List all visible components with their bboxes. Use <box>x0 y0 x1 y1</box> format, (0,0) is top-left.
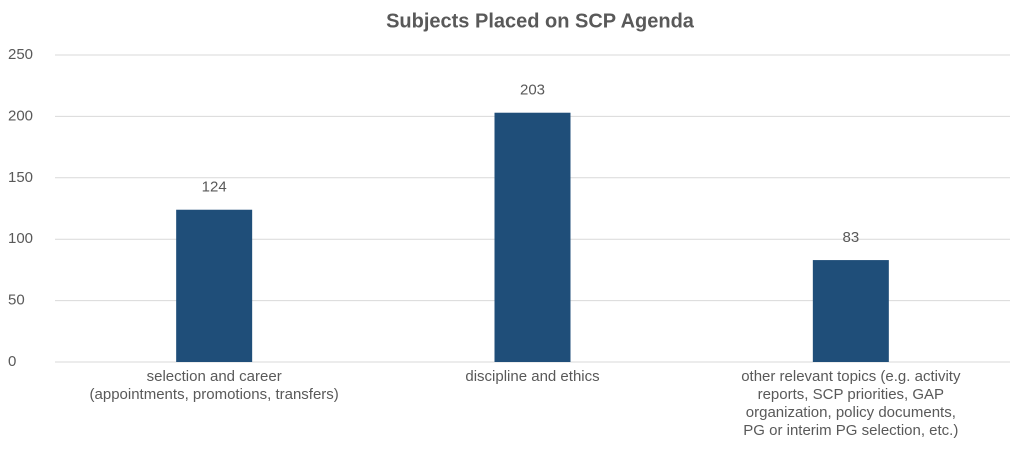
chart-title: Subjects Placed on SCP Agenda <box>386 10 695 32</box>
x-tick-label: other relevant topics (e.g. activity rep… <box>741 368 961 439</box>
data-label: 124 <box>202 179 227 196</box>
y-tick-label: 50 <box>8 292 25 309</box>
y-tick-label: 250 <box>8 46 33 63</box>
x-tick-label: discipline and ethics <box>465 368 600 385</box>
y-tick-label: 150 <box>8 169 33 186</box>
x-tick-label: selection and career (appointments, prom… <box>89 368 339 403</box>
bar <box>494 112 571 362</box>
y-tick-label: 100 <box>8 230 33 247</box>
bar <box>176 209 253 362</box>
y-tick-label: 0 <box>8 353 16 370</box>
data-label: 83 <box>842 229 859 246</box>
y-tick-label: 200 <box>8 107 33 124</box>
data-label: 203 <box>520 82 545 99</box>
bar <box>812 260 889 362</box>
